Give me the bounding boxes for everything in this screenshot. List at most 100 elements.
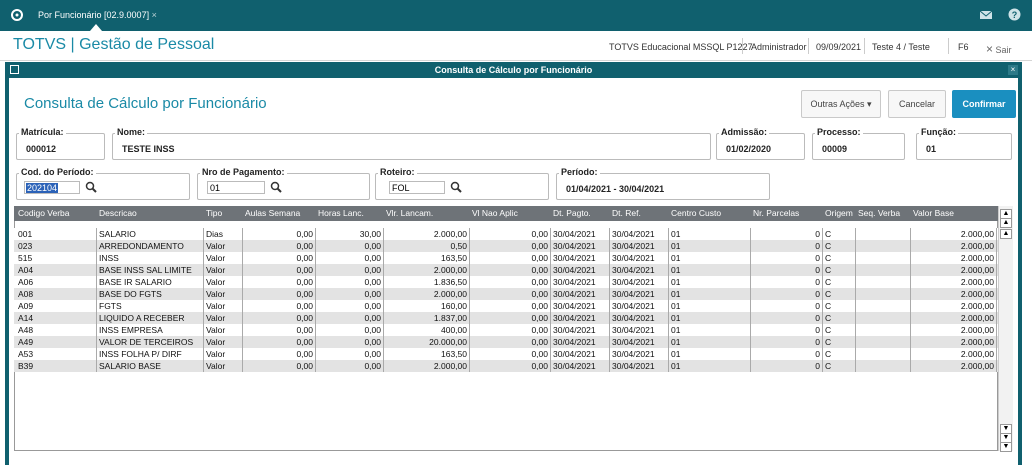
grid-cell: 0,00	[470, 348, 551, 360]
scroll-arrow[interactable]: ▲	[1000, 218, 1012, 228]
grid-cell: 0	[751, 228, 823, 240]
grid-cell: INSS	[97, 252, 204, 264]
window-title: Consulta de Cálculo por Funcionário	[5, 62, 1022, 78]
grid-cell	[856, 264, 911, 276]
grid-cell: 0,00	[316, 312, 384, 324]
grid-cell: Valor	[204, 288, 243, 300]
column-header: Seq. Verba	[858, 208, 901, 218]
confirm-button[interactable]: Confirmar	[952, 90, 1016, 118]
grid-cell: A06	[16, 276, 97, 288]
grid-cell: Valor	[204, 300, 243, 312]
grid-cell: 30/04/2021	[551, 264, 610, 276]
grid-cell: 0,00	[243, 348, 316, 360]
scroll-arrow[interactable]: ▼	[1000, 442, 1012, 452]
grid-row[interactable]	[14, 240, 998, 252]
grid-cell: VALOR DE TERCEIROS	[97, 336, 204, 348]
grid-row[interactable]	[14, 312, 998, 324]
column-header: Origem	[825, 208, 853, 218]
grid-cell: 30/04/2021	[551, 240, 610, 252]
grid-cell: C	[823, 288, 856, 300]
app-title: TOTVS | Gestão de Pessoal	[13, 36, 215, 53]
field-box	[916, 133, 1012, 160]
grid-cell: 0	[751, 360, 823, 372]
grid-cell	[856, 300, 911, 312]
grid-cell: 0,00	[243, 240, 316, 252]
window-close[interactable]: ×	[1008, 65, 1018, 75]
grid-cell: 0,00	[470, 324, 551, 336]
grid-cell	[856, 228, 911, 240]
grid-cell: 2.000,00	[911, 288, 997, 300]
search-icon[interactable]	[450, 180, 462, 198]
grid-cell: SALARIO	[97, 228, 204, 240]
grid-cell: 01	[669, 300, 751, 312]
grid-row[interactable]	[14, 360, 998, 372]
field-box	[112, 133, 711, 160]
grid-cell: 30/04/2021	[610, 336, 669, 348]
separator	[742, 38, 743, 54]
scrollbar[interactable]	[998, 206, 1013, 451]
search-icon[interactable]	[85, 180, 97, 198]
grid-cell	[856, 312, 911, 324]
grid-row[interactable]	[14, 324, 998, 336]
grid-cell: 0,00	[316, 300, 384, 312]
help-icon[interactable]: ?	[1008, 8, 1021, 21]
cancel-button[interactable]: Cancelar	[888, 90, 946, 118]
grid-cell: 30/04/2021	[551, 324, 610, 336]
grid-cell	[856, 336, 911, 348]
grid-cell: C	[823, 336, 856, 348]
exit-button[interactable]: × Sair	[986, 42, 1012, 56]
grid-cell	[856, 360, 911, 372]
grid-row[interactable]	[14, 348, 998, 360]
grid-row[interactable]	[14, 228, 998, 240]
field-label: Processo:	[815, 127, 863, 137]
grid-row[interactable]	[14, 276, 998, 288]
grid-cell: 0,00	[470, 300, 551, 312]
grid-cell: 400,00	[384, 324, 470, 336]
search-icon[interactable]	[270, 180, 282, 198]
svg-text:?: ?	[1012, 10, 1018, 20]
tab-indicator	[90, 24, 102, 31]
scroll-arrow[interactable]: ▲	[1000, 229, 1012, 239]
field-label: Roteiro:	[378, 167, 417, 177]
grid-cell: 01	[669, 288, 751, 300]
grid-cell: 0,00	[470, 288, 551, 300]
field-input[interactable]: 202104	[24, 181, 80, 194]
grid-cell	[856, 288, 911, 300]
field-input[interactable]: 01	[207, 181, 265, 194]
tab[interactable]: Por Funcionário [02.9.0007] ×	[38, 10, 157, 20]
grid-cell: C	[823, 300, 856, 312]
grid-row[interactable]	[14, 288, 998, 300]
grid-cell: 0,00	[243, 252, 316, 264]
top-bar	[0, 0, 1032, 31]
grid-cell: LIQUIDO A RECEBER	[97, 312, 204, 324]
grid-cell: A14	[16, 312, 97, 324]
grid-cell: 30/04/2021	[551, 336, 610, 348]
grid-row[interactable]	[14, 252, 998, 264]
grid-row[interactable]	[14, 300, 998, 312]
grid-row[interactable]	[14, 264, 998, 276]
grid-cell: Valor	[204, 324, 243, 336]
grid-cell: 0	[751, 324, 823, 336]
grid-cell: 0	[751, 336, 823, 348]
grid-cell: 0,00	[470, 228, 551, 240]
grid-cell: 2.000,00	[384, 360, 470, 372]
other-actions-button[interactable]: Outras Ações ▾	[801, 90, 881, 118]
logo-icon	[11, 9, 23, 21]
grid-cell: A08	[16, 288, 97, 300]
field-value: 01	[926, 144, 937, 154]
grid-row[interactable]	[14, 336, 998, 348]
grid-cell: 2.000,00	[384, 264, 470, 276]
grid-cell: C	[823, 240, 856, 252]
field-value: TESTE INSS	[122, 144, 175, 154]
field-box	[16, 173, 190, 200]
grid-cell: Valor	[204, 240, 243, 252]
field-label: Período:	[559, 167, 600, 177]
grid-cell: 30/04/2021	[610, 300, 669, 312]
field-label: Nro de Pagamento:	[200, 167, 287, 177]
mail-icon[interactable]	[980, 10, 992, 20]
field-input[interactable]: FOL	[389, 181, 445, 194]
grid-cell: 0,00	[243, 312, 316, 324]
grid-cell: 30,00	[316, 228, 384, 240]
grid-cell: C	[823, 264, 856, 276]
grid-cell: 30/04/2021	[610, 228, 669, 240]
